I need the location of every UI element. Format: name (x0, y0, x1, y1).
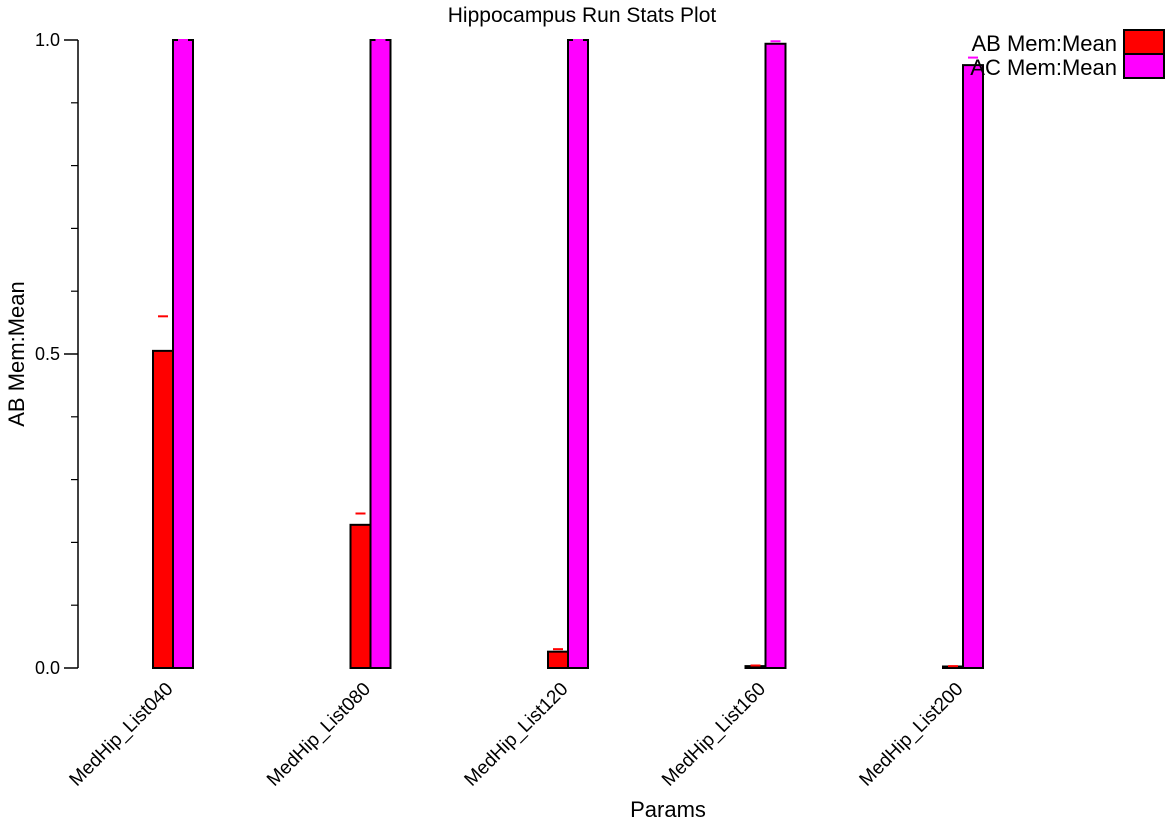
bar-ab-1 (152, 349, 174, 669)
bar-ac-2 (369, 39, 392, 669)
bars: MedHip_List040 MedHip_List080 MedHip_List1… (66, 39, 984, 791)
x-tick-label: MedHip_List040 (66, 679, 178, 791)
y-tick-label: 0.5 (35, 344, 60, 364)
legend-swatch-ac (1123, 53, 1165, 79)
y-axis-label: AB Mem:Mean (4, 281, 29, 427)
x-tick-label: MedHip_List080 (263, 679, 375, 791)
chart-title: Hippocampus Run Stats Plot (448, 4, 717, 27)
x-tick-label: MedHip_List160 (658, 679, 770, 791)
bar-ac-1 (172, 39, 194, 669)
bar-ab-2 (349, 523, 372, 669)
axes: 0.0 0.5 1.0 (35, 30, 79, 678)
legend-swatch-ab (1123, 29, 1165, 55)
y-tick-label: 1.0 (35, 30, 60, 50)
x-tick-label: MedHip_List200 (856, 679, 968, 791)
legend-label-ac: AC Mem:Mean (970, 55, 1117, 80)
bar-ac-4 (764, 42, 787, 669)
bar-ac-3 (567, 39, 589, 669)
legend-label-ab: AB Mem:Mean (972, 31, 1118, 56)
bar-ab-3 (547, 650, 569, 669)
y-tick-label: 0.0 (35, 658, 60, 678)
x-axis-label: Params (630, 797, 706, 822)
bar-ac-5 (962, 64, 984, 670)
x-tick-label: MedHip_List120 (461, 679, 573, 791)
